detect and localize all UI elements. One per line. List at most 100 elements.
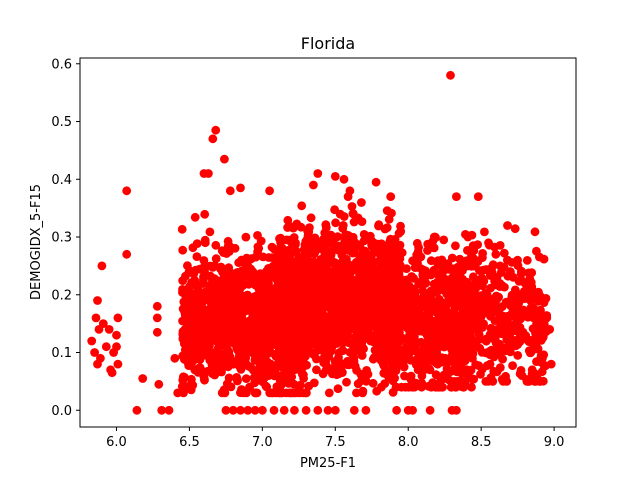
data-point [397, 248, 407, 258]
data-point [461, 350, 471, 360]
data-point [511, 341, 521, 351]
data-point [300, 352, 310, 362]
data-point [436, 377, 445, 386]
data-point [323, 405, 333, 415]
data-point [429, 243, 439, 253]
data-point [535, 377, 544, 386]
data-point [188, 243, 198, 253]
data-point [434, 278, 443, 288]
data-point [374, 220, 384, 230]
data-point [356, 369, 366, 379]
data-point [447, 253, 457, 263]
data-point [297, 303, 307, 313]
data-point [357, 351, 367, 360]
data-point [324, 312, 334, 322]
data-point [306, 321, 316, 331]
data-point [345, 348, 355, 357]
data-point [526, 305, 536, 315]
data-point [241, 374, 251, 383]
data-point [235, 303, 244, 313]
data-point [409, 294, 419, 304]
data-point [285, 290, 295, 300]
data-point [422, 341, 431, 351]
data-point [209, 307, 219, 316]
data-point [272, 341, 282, 350]
data-point [411, 257, 421, 267]
data-point [395, 357, 405, 366]
data-point [352, 325, 362, 335]
data-point [221, 405, 231, 415]
data-point [218, 267, 227, 277]
data-point [252, 346, 262, 356]
data-point [299, 277, 308, 287]
data-point [202, 307, 212, 317]
data-point [357, 198, 366, 207]
data-point [200, 209, 210, 219]
y-tick-label: 0.1 [51, 346, 72, 361]
data-point [413, 247, 423, 257]
data-point [349, 405, 359, 415]
data-point [261, 326, 270, 336]
data-point [322, 328, 331, 338]
data-point [395, 240, 405, 250]
data-point [467, 252, 476, 261]
data-point [401, 289, 411, 299]
data-point [208, 263, 218, 272]
data-point [446, 316, 455, 326]
data-point [521, 331, 531, 340]
data-point [342, 311, 351, 321]
data-point [224, 359, 234, 369]
data-point [229, 283, 239, 293]
data-point [90, 348, 99, 357]
data-point [356, 376, 366, 386]
data-point [404, 382, 413, 392]
data-point [321, 223, 331, 233]
data-point [339, 174, 349, 184]
data-point [375, 305, 385, 314]
data-point [338, 368, 347, 377]
data-point [97, 261, 107, 271]
data-point [402, 323, 412, 332]
data-point [338, 323, 348, 332]
data-point [456, 376, 465, 386]
data-point [371, 177, 381, 187]
data-point [267, 242, 277, 252]
data-point [242, 348, 251, 358]
data-point [438, 316, 448, 326]
data-point [387, 208, 396, 218]
data-point [423, 246, 432, 255]
data-point [419, 327, 429, 337]
data-point [385, 253, 394, 263]
data-point [510, 224, 520, 234]
data-point [437, 355, 447, 365]
data-point [225, 242, 235, 251]
data-point [490, 242, 499, 252]
data-point [417, 382, 426, 392]
data-point [438, 268, 447, 278]
data-point [439, 235, 449, 245]
data-point [251, 329, 261, 339]
data-point [452, 192, 461, 202]
data-point [475, 266, 484, 275]
data-point [213, 330, 222, 339]
data-point [445, 340, 455, 349]
data-point [495, 363, 505, 372]
x-tick-label: 9.0 [544, 435, 565, 450]
data-point [285, 388, 294, 398]
data-point [265, 186, 274, 196]
data-point [418, 270, 428, 280]
data-points [87, 70, 556, 415]
data-point [429, 265, 439, 275]
data-point [107, 368, 117, 378]
data-point [426, 256, 436, 266]
data-point [464, 296, 474, 306]
data-point [164, 405, 174, 415]
data-point [434, 301, 443, 310]
x-axis-label: PM25-F1 [300, 456, 356, 471]
data-point [113, 359, 123, 369]
data-point [517, 371, 527, 380]
data-point [452, 405, 461, 415]
data-point [245, 382, 255, 392]
y-axis: 0.0 0.1 0.2 0.3 0.4 0.5 0.6 [51, 57, 80, 419]
data-point [361, 405, 371, 415]
